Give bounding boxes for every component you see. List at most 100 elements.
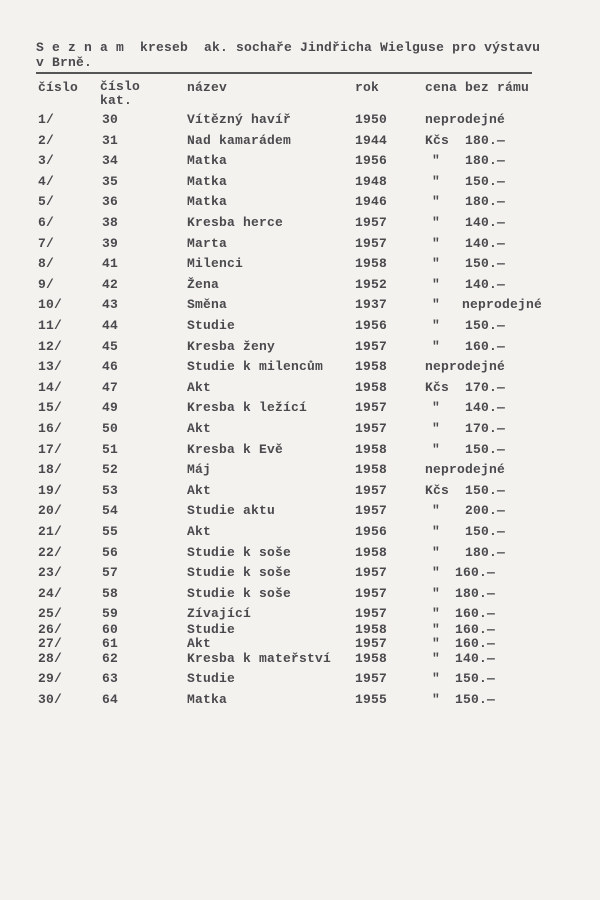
drawing-year: 1957 bbox=[355, 503, 388, 519]
row-number: 5/ bbox=[38, 194, 55, 210]
drawing-year: 1957 bbox=[355, 235, 388, 251]
row-number: 21/ bbox=[38, 524, 63, 539]
table-row: 20/54 Studie aktu 1957 " 200.— bbox=[0, 503, 600, 521]
price: 180.— bbox=[455, 585, 496, 601]
catalog-number: 62 bbox=[102, 651, 119, 666]
drawing-name: Akt bbox=[187, 421, 212, 436]
row-number: 2/ bbox=[38, 132, 55, 148]
catalog-number: 59 bbox=[102, 606, 119, 622]
catalog-number: 60 bbox=[102, 622, 119, 637]
price-unit: " bbox=[432, 194, 441, 210]
drawing-year: 1958 bbox=[355, 544, 388, 560]
row-number: 23/ bbox=[38, 565, 63, 581]
drawing-year: 1957 bbox=[355, 565, 388, 581]
row-number: 1/ bbox=[38, 112, 55, 127]
row-number: 10/ bbox=[38, 297, 63, 313]
drawing-name: Kresba herce bbox=[187, 215, 284, 230]
price: 150.— bbox=[465, 482, 506, 498]
row-number: 4/ bbox=[38, 173, 55, 189]
price-unit: Kčs bbox=[425, 379, 450, 395]
catalog-number: 51 bbox=[102, 441, 119, 457]
table-row: 28/62 Kresba k mateřství 1958 " 140.— bbox=[0, 651, 600, 669]
price-unit: Kčs bbox=[425, 132, 450, 148]
price-unit: " bbox=[432, 671, 441, 686]
document-title-line1: S e z n a m kreseb ak. sochaře Jindřicha… bbox=[36, 40, 541, 55]
table-row: 14/47 Akt 1958 Kčs 170.— bbox=[0, 380, 600, 398]
drawing-name: Studie bbox=[187, 622, 236, 637]
header-name: název bbox=[187, 80, 228, 95]
price: 180.— bbox=[465, 544, 506, 560]
drawing-name: Akt bbox=[187, 524, 212, 539]
drawing-name: Studie k soše bbox=[187, 544, 292, 560]
title-underline bbox=[36, 72, 532, 74]
drawing-year: 1957 bbox=[355, 671, 388, 686]
drawing-name: Žena bbox=[187, 276, 220, 292]
catalog-number: 36 bbox=[102, 194, 119, 210]
catalog-number: 35 bbox=[102, 173, 119, 189]
drawing-year: 1958 bbox=[355, 462, 388, 478]
drawing-year: 1957 bbox=[355, 585, 388, 601]
catalog-number: 42 bbox=[102, 276, 119, 292]
catalog-number: 56 bbox=[102, 544, 119, 560]
row-number: 18/ bbox=[38, 462, 63, 478]
price: 150.— bbox=[465, 173, 506, 189]
drawing-name: Milenci bbox=[187, 256, 244, 272]
price-unit: " bbox=[432, 421, 441, 436]
price-unit: " bbox=[432, 297, 441, 313]
catalog-number: 58 bbox=[102, 585, 119, 601]
drawing-name: Máj bbox=[187, 462, 212, 478]
table-row: 2/31 Nad kamarádem 1944 Kčs 180.— bbox=[0, 133, 600, 151]
drawing-year: 1944 bbox=[355, 132, 388, 148]
table-row: 29/63 Studie 1957 " 150.— bbox=[0, 671, 600, 689]
price-unit: " bbox=[432, 651, 441, 666]
drawing-name: Zívající bbox=[187, 606, 252, 622]
drawing-year: 1958 bbox=[355, 379, 388, 395]
drawing-year: 1958 bbox=[355, 651, 388, 666]
price: 160.— bbox=[455, 636, 496, 651]
catalog-number: 34 bbox=[102, 153, 119, 169]
drawing-year: 1956 bbox=[355, 318, 388, 333]
drawing-year: 1957 bbox=[355, 606, 388, 622]
table-row: 22/56 Studie k soše 1958 " 180.— bbox=[0, 545, 600, 563]
table-row: 8/41 Milenci 1958 " 150.— bbox=[0, 256, 600, 274]
drawing-name: Matka bbox=[187, 153, 228, 169]
price: 140.— bbox=[465, 400, 506, 416]
drawing-name: Studie k soše bbox=[187, 565, 292, 581]
row-number: 26/ bbox=[38, 622, 63, 637]
price: 150.— bbox=[455, 671, 496, 686]
table-row: 13/46 Studie k milencům 1958 neprodejné bbox=[0, 359, 600, 377]
price-unit: " bbox=[432, 524, 441, 539]
row-number: 8/ bbox=[38, 256, 55, 272]
drawing-name: Matka bbox=[187, 692, 228, 707]
table-row: 19/53 Akt 1957 Kčs 150.— bbox=[0, 483, 600, 501]
catalog-number: 39 bbox=[102, 235, 119, 251]
drawing-year: 1950 bbox=[355, 112, 388, 127]
table-row: 24/58 Studie k soše 1957 " 180.— bbox=[0, 586, 600, 604]
drawing-year: 1958 bbox=[355, 441, 388, 457]
drawing-name: Studie bbox=[187, 671, 236, 686]
drawing-name: Kresba k Evě bbox=[187, 441, 284, 457]
drawing-year: 1937 bbox=[355, 297, 388, 313]
drawing-name: Nad kamarádem bbox=[187, 132, 292, 148]
drawing-name: Vítězný havíř bbox=[187, 112, 292, 127]
price-unit: " bbox=[432, 692, 441, 707]
price-unit: " bbox=[432, 215, 441, 230]
document-title-line2: v Brně. bbox=[36, 55, 93, 70]
row-number: 25/ bbox=[38, 606, 63, 622]
catalog-number: 44 bbox=[102, 318, 119, 333]
catalog-number: 46 bbox=[102, 359, 119, 375]
price: 150.— bbox=[455, 692, 496, 707]
drawing-name: Studie k soše bbox=[187, 585, 292, 601]
row-number: 24/ bbox=[38, 585, 63, 601]
row-number: 17/ bbox=[38, 441, 63, 457]
catalog-number: 49 bbox=[102, 400, 119, 416]
table-row: 7/39 Marta 1957 " 140.— bbox=[0, 236, 600, 254]
drawing-name: Studie k milencům bbox=[187, 359, 324, 375]
drawing-year: 1957 bbox=[355, 421, 388, 436]
drawing-name: Matka bbox=[187, 194, 228, 210]
table-row: 17/51 Kresba k Evě 1958 " 150.— bbox=[0, 442, 600, 460]
price: 150.— bbox=[465, 524, 506, 539]
drawing-year: 1957 bbox=[355, 400, 388, 416]
row-number: 19/ bbox=[38, 482, 63, 498]
price-unit: " bbox=[432, 544, 441, 560]
